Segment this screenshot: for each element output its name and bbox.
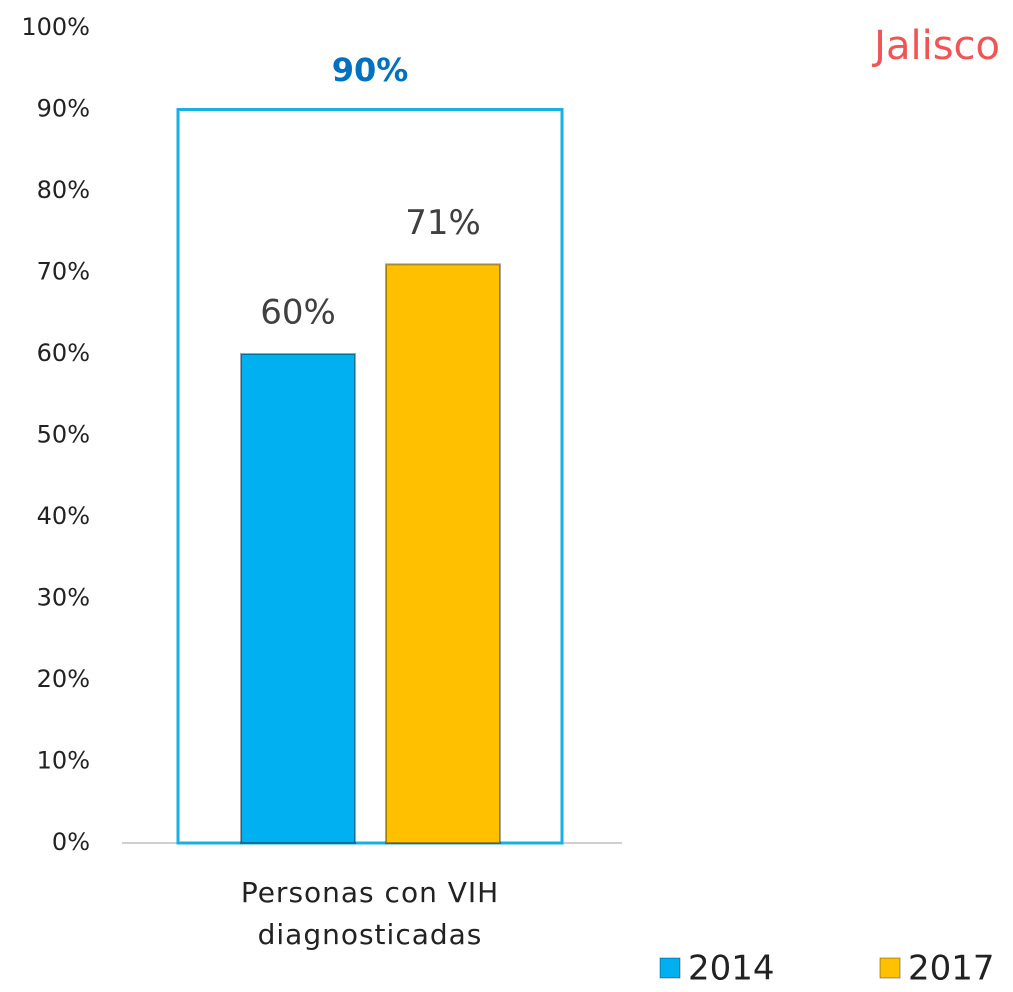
- chart-title: Jalisco: [871, 23, 1000, 69]
- y-tick-label: 100%: [21, 13, 90, 41]
- legend-label: 2017: [908, 949, 995, 989]
- y-tick-label: 80%: [37, 176, 90, 204]
- x-tick-label: Personas con VIH diagnosticadas: [240, 876, 500, 951]
- y-tick-label: 20%: [37, 665, 90, 693]
- target-label: 90%: [332, 51, 409, 89]
- y-tick-label: 30%: [37, 584, 90, 612]
- legend-label: 2014: [688, 949, 775, 989]
- legend-swatch: [879, 957, 901, 979]
- y-tick-label: 60%: [37, 339, 90, 367]
- y-tick-label: 0%: [52, 828, 90, 856]
- y-tick-label: 10%: [37, 747, 90, 775]
- target-box: [176, 108, 564, 845]
- y-tick-label: 90%: [37, 95, 90, 123]
- legend-swatch: [659, 957, 681, 979]
- y-tick-label: 40%: [37, 502, 90, 530]
- bar: [240, 353, 356, 844]
- data-label: 60%: [260, 293, 336, 333]
- bar: [385, 263, 501, 845]
- data-label: 71%: [405, 203, 481, 243]
- y-tick-label: 50%: [37, 421, 90, 449]
- y-tick-label: 70%: [37, 258, 90, 286]
